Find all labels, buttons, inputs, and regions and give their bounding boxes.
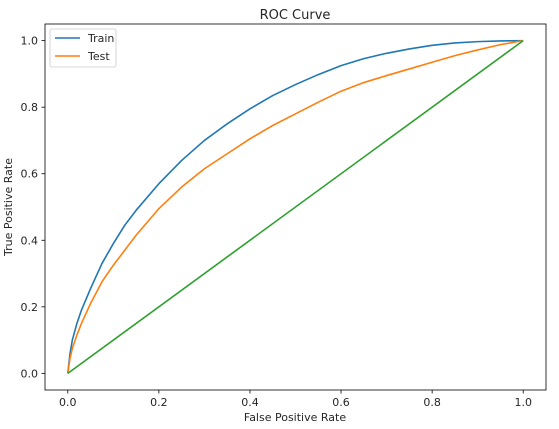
plot-lines [66, 39, 524, 375]
y-tick-label: 1.0 [21, 35, 39, 48]
y-tick-label: 0.4 [21, 234, 39, 247]
series-line-train [66, 39, 524, 374]
x-axis-label: False Positive Rate [244, 411, 346, 424]
x-tick-label: 0.6 [332, 396, 350, 409]
y-tick-label: 0.8 [21, 101, 39, 114]
y-axis-ticks: 0.0 0.2 0.4 0.6 0.8 1.0 [21, 35, 45, 380]
legend: Train Test [49, 28, 117, 68]
plot-frame [44, 23, 547, 391]
x-tick-label: 0.4 [241, 396, 259, 409]
legend-label-test: Test [87, 50, 110, 63]
y-axis-label: True Positive Rate [2, 158, 15, 257]
x-axis-ticks: 0.0 0.2 0.4 0.6 0.8 1.0 [59, 390, 532, 409]
y-tick-label: 0.6 [21, 168, 39, 181]
y-tick-label: 0.0 [21, 367, 39, 380]
x-tick-label: 1.0 [514, 396, 532, 409]
y-tick-label: 0.2 [21, 301, 39, 314]
x-tick-label: 0.8 [423, 396, 441, 409]
legend-label-train: Train [87, 32, 114, 45]
series-line-diagonal [67, 39, 524, 375]
x-tick-label: 0.0 [59, 396, 77, 409]
x-tick-label: 0.2 [150, 396, 168, 409]
series-line-test [66, 39, 524, 374]
chart-title: ROC Curve [260, 8, 331, 23]
